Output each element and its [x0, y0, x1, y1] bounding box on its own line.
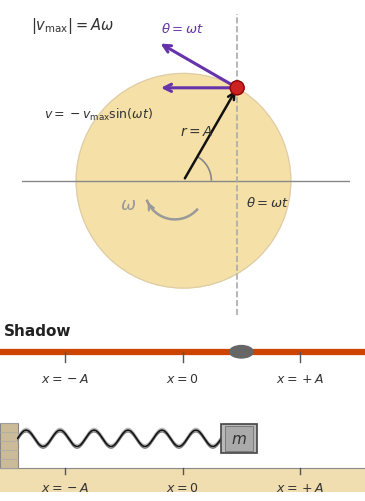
Text: $x = 0$: $x = 0$	[166, 372, 199, 385]
Text: $v = -v_{\rm max}{\rm sin}(\omega t)$: $v = -v_{\rm max}{\rm sin}(\omega t)$	[44, 107, 153, 123]
Bar	[0, 468, 365, 491]
Text: $\theta = \omega t$: $\theta = \omega t$	[246, 196, 289, 210]
Text: $|v_{\rm max}| = A\omega$: $|v_{\rm max}| = A\omega$	[31, 16, 114, 36]
Ellipse shape	[230, 346, 253, 358]
Text: $m$: $m$	[231, 431, 247, 446]
FancyBboxPatch shape	[221, 424, 257, 453]
Text: $x = -A$: $x = -A$	[41, 372, 89, 385]
Text: $x = +A$: $x = +A$	[276, 372, 324, 385]
Circle shape	[230, 82, 244, 96]
Text: Shadow: Shadow	[4, 323, 71, 338]
Text: $\omega$: $\omega$	[119, 196, 136, 214]
Text: $x = 0$: $x = 0$	[166, 481, 199, 493]
FancyBboxPatch shape	[225, 426, 253, 451]
Circle shape	[76, 74, 291, 289]
Text: $x = -A$: $x = -A$	[41, 481, 89, 493]
Bar	[0, 423, 18, 468]
Text: $r = A$: $r = A$	[180, 125, 213, 139]
Text: $x = +A$: $x = +A$	[276, 481, 324, 493]
Text: $\theta = \omega t$: $\theta = \omega t$	[161, 22, 204, 36]
